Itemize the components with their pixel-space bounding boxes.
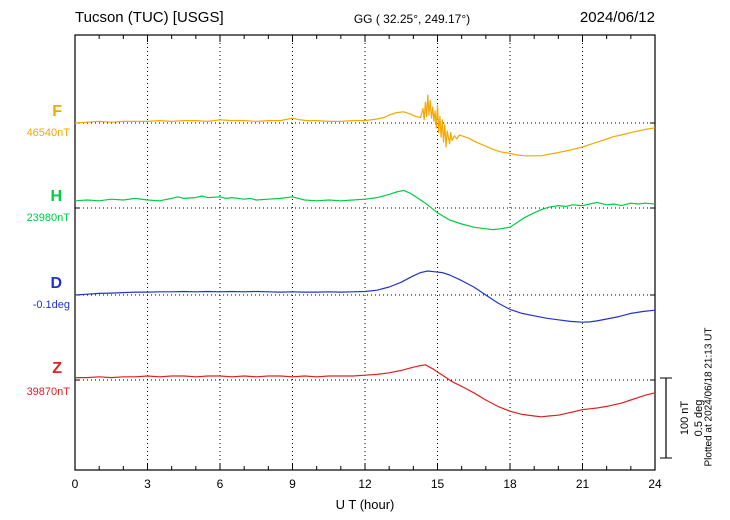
- plot-frame: [74, 34, 656, 471]
- channel-baseline-h: 23980nT: [26, 212, 70, 224]
- channel-label-h: H: [50, 188, 62, 205]
- x-tick-label: 24: [648, 477, 662, 491]
- x-tick-label: 15: [430, 477, 445, 491]
- x-tick-label: 21: [575, 477, 590, 491]
- x-tick-label: 9: [289, 477, 296, 491]
- x-axis-label: U T (hour): [335, 497, 395, 512]
- geographic-coords: GG ( 32.25°, 249.17°): [353, 12, 471, 26]
- channel-baseline-z: 39870nT: [26, 386, 70, 398]
- scale-bar-label-nt: 100 nT: [679, 400, 691, 436]
- trace-z: [75, 364, 656, 418]
- scale-bar-label: 100 nT 0.5 deg: [678, 373, 706, 463]
- plot-date: 2024/06/12: [579, 9, 655, 26]
- plotted-at-note: Plotted at 2024/06/18 21:13 UT: [703, 327, 715, 467]
- x-tick-label: 18: [503, 477, 517, 491]
- channel-baseline-d: -0.1deg: [32, 299, 70, 311]
- x-tick-label: 6: [216, 477, 224, 491]
- x-tick-label: 12: [358, 477, 372, 491]
- channel-label-z: Z: [52, 360, 62, 377]
- station-title: Tucson (TUC) [USGS]: [75, 9, 224, 26]
- trace-d: [74, 270, 656, 323]
- trace-h: [74, 189, 656, 231]
- x-tick-label: 0: [71, 477, 79, 491]
- channel-label-d: D: [50, 275, 62, 292]
- x-tick-label: 3: [144, 477, 151, 491]
- channel-label-f: F: [52, 103, 62, 120]
- trace-f: [74, 94, 656, 157]
- channel-baseline-f: 46540nT: [26, 127, 70, 139]
